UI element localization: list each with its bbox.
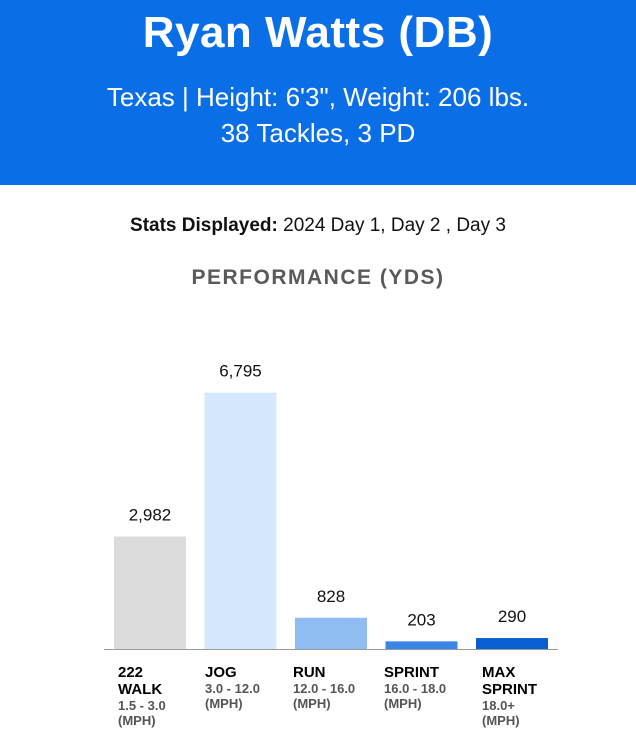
value-label-sprint: 203 xyxy=(407,610,435,629)
stats-displayed: Stats Displayed: 2024 Day 1, Day 2 , Day… xyxy=(0,215,636,237)
bar-run xyxy=(295,617,367,649)
category-line2: SPRINT xyxy=(482,681,538,698)
category-line1: MAX xyxy=(482,664,516,681)
player-info-line-2: 38 Tackles, 3 PD xyxy=(220,118,416,148)
player-name: Ryan Watts (DB) xyxy=(142,8,494,57)
category-unit: (MPH) xyxy=(118,713,156,728)
category-line1: RUN xyxy=(293,664,326,681)
category-line2: WALK xyxy=(118,681,163,698)
category-unit: (MPH) xyxy=(205,696,243,711)
stats-displayed-value: 2024 Day 1, Day 2 , Day 3 xyxy=(283,215,506,236)
category-line1: 222 xyxy=(118,664,144,681)
chart-title: PERFORMANCE (YDS) xyxy=(191,266,445,289)
performance-bar-chart: 2,982 6,795 828 203 290 xyxy=(104,362,558,650)
category-unit: (MPH) xyxy=(482,713,520,728)
category-range: 12.0 - 16.0 xyxy=(293,681,356,696)
value-label-run: 828 xyxy=(317,587,345,606)
value-label-max-sprint: 290 xyxy=(498,607,526,626)
bar-jog xyxy=(204,392,277,649)
category-range: 1.5 - 3.0 xyxy=(118,698,166,713)
bar-max-sprint xyxy=(476,638,548,649)
player-header: Ryan Watts (DB) Texas | Height: 6'3", We… xyxy=(0,0,636,185)
bar-sprint xyxy=(385,641,458,649)
category-line1: JOG xyxy=(205,664,237,681)
category-label-max-sprint: MAX SPRINT 18.0+ (MPH) xyxy=(482,664,568,728)
stats-displayed-label: Stats Displayed: xyxy=(130,215,278,236)
category-label-run: RUN 12.0 - 16.0 (MPH) xyxy=(293,664,379,711)
player-info-line-1: Texas | Height: 6'3", Weight: 206 lbs. xyxy=(106,82,530,112)
category-unit: (MPH) xyxy=(384,696,422,711)
category-line1: SPRINT xyxy=(384,664,440,681)
category-label-sprint: SPRINT 16.0 - 18.0 (MPH) xyxy=(384,664,470,711)
bar-walk xyxy=(114,536,186,649)
category-unit: (MPH) xyxy=(293,696,331,711)
category-label-jog: JOG 3.0 - 12.0 (MPH) xyxy=(205,664,291,711)
category-label-walk: 222 WALK 1.5 - 3.0 (MPH) xyxy=(118,664,204,728)
value-label-jog: 6,795 xyxy=(219,362,262,381)
category-range: 16.0 - 18.0 xyxy=(384,681,447,696)
value-label-walk: 2,982 xyxy=(129,506,172,525)
category-range: 3.0 - 12.0 xyxy=(205,681,260,696)
category-range: 18.0+ xyxy=(482,698,515,713)
